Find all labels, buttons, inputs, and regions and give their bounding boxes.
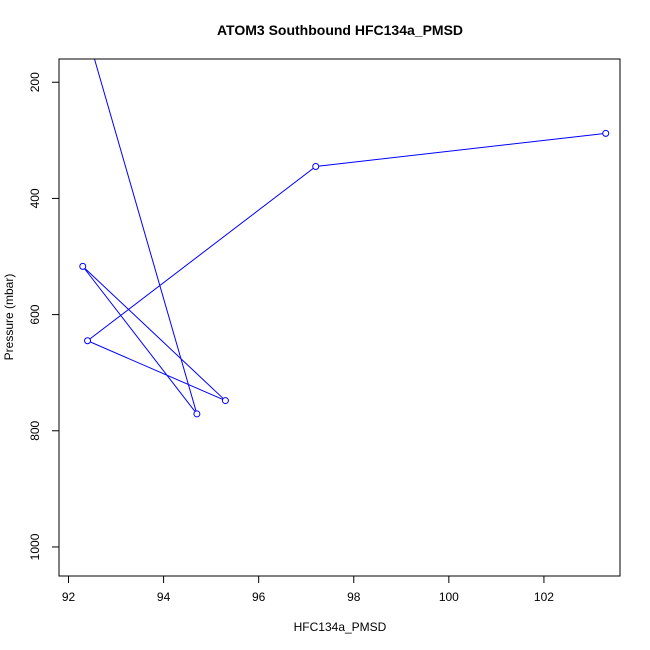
- data-point: [221, 397, 229, 405]
- x-tick-label: 102: [534, 590, 554, 604]
- x-tick-label: 94: [157, 590, 171, 604]
- y-tick-label: 400: [28, 188, 42, 208]
- y-axis-label: Pressure (mbar): [2, 274, 16, 361]
- data-point: [312, 162, 320, 170]
- data-point: [193, 410, 201, 418]
- plot-frame: [58, 58, 621, 577]
- y-tick-label: 800: [28, 420, 42, 440]
- y-tick-label: 200: [28, 72, 42, 92]
- series-group: [79, 59, 610, 418]
- x-tick-label: 100: [439, 590, 459, 604]
- data-point: [79, 262, 87, 270]
- data-point: [84, 337, 92, 345]
- series-line: [82, 59, 606, 415]
- y-axis: 200 400 600 800 1000: [28, 72, 60, 560]
- y-tick-label: 1000: [28, 533, 42, 560]
- x-axis: 92 94 96 98 100 102: [62, 575, 554, 604]
- data-point: [602, 129, 610, 137]
- chart-title: ATOM3 Southbound HFC134a_PMSD: [217, 22, 463, 38]
- x-axis-label: HFC134a_PMSD: [294, 620, 387, 634]
- x-tick-label: 92: [62, 590, 76, 604]
- x-tick-label: 96: [252, 590, 266, 604]
- x-tick-label: 98: [347, 590, 361, 604]
- y-tick-label: 600: [28, 304, 42, 324]
